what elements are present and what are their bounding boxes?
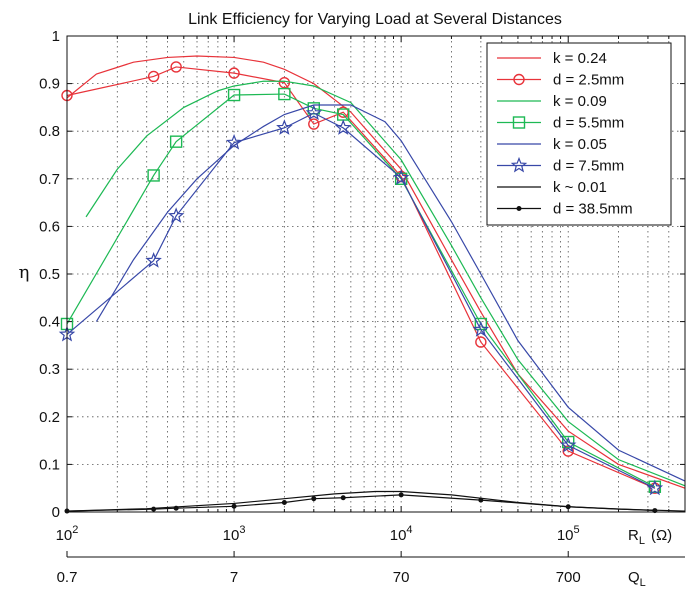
y-tick-label: 0.8 (39, 123, 60, 140)
data-point-circle (278, 76, 291, 89)
data-point-square (562, 435, 575, 449)
series-line (66, 55, 686, 489)
data-point-square (394, 172, 408, 186)
data-point-star (145, 252, 162, 268)
y-axis-label: η (19, 262, 30, 283)
legend-label: d = 38.5mm (553, 201, 633, 218)
y-tick-label: 0.5 (39, 266, 60, 283)
data-point-dot (398, 492, 404, 498)
y-tick-label: 0.3 (39, 361, 60, 378)
series-line (95, 104, 686, 482)
series-3 (85, 80, 686, 487)
legend-label: k = 0.05 (553, 136, 607, 153)
x-axis-label: RL (Ω) (628, 527, 672, 547)
x-axis-ticks: 102 103 104 105 (56, 36, 686, 544)
data-point-dot (340, 495, 346, 501)
y-tick-label: 0.7 (39, 171, 60, 188)
data-point-dot (173, 505, 179, 511)
data-point-square (278, 87, 291, 101)
data-point-star (646, 479, 664, 496)
data-point-star (167, 207, 185, 223)
legend-entry: k ~ 0.01 (497, 179, 607, 196)
chart-title: Link Efficiency for Varying Load at Seve… (188, 11, 562, 28)
x-tick-label: 102 (56, 524, 79, 544)
data-point-circle (228, 67, 240, 79)
series-8 (64, 492, 658, 514)
x-tick-label: 104 (390, 524, 413, 544)
data-point-star (334, 119, 352, 135)
data-point-circle (170, 61, 182, 73)
data-point-star (305, 104, 323, 121)
legend-label: d = 7.5mm (553, 158, 624, 175)
secondary-tick-label: 7 (230, 569, 238, 586)
legend-label: d = 5.5mm (553, 115, 624, 132)
legend-entry: k = 0.24 (497, 50, 607, 67)
legend-entry: d = 38.5mm (497, 201, 633, 218)
legend: k = 0.24 d = 2.5mm k = 0.09 d = 5.5mm k = 0.… (486, 42, 672, 226)
data-point-star (392, 169, 410, 185)
data-point-circle (308, 118, 320, 130)
secondary-tick-label: 700 (556, 569, 581, 586)
data-point-square (147, 169, 160, 182)
legend-entry: k = 0.09 (497, 93, 607, 110)
data-point-star (510, 156, 528, 173)
series-1 (66, 55, 686, 489)
y-tick-label: 0.4 (39, 314, 60, 331)
data-point-dot (311, 496, 317, 502)
legend-label: k ~ 0.01 (553, 179, 607, 196)
secondary-tick-label: 0.7 (57, 569, 78, 586)
data-point-star (472, 321, 490, 337)
data-point-star (225, 133, 243, 150)
x-axis-name: RL (Ω) (628, 527, 672, 547)
data-point-square (512, 116, 526, 129)
y-tick-label: 0.2 (39, 409, 60, 426)
data-point-circle (475, 336, 487, 348)
x-tick-label: 103 (223, 524, 246, 544)
legend-label: k = 0.09 (553, 93, 607, 110)
data-point-square (169, 135, 183, 148)
y-tick-label: 0.1 (39, 456, 60, 473)
secondary-tick-label: 70 (393, 569, 410, 586)
data-point-circle (513, 73, 525, 86)
series-line (66, 112, 656, 489)
y-tick-label: 0.6 (39, 218, 60, 235)
legend-box (486, 42, 672, 226)
data-point-dot (151, 506, 157, 512)
x-tick-label: 105 (557, 524, 580, 544)
y-tick-label: 0 (52, 504, 60, 521)
secondary-x-axis: 0.7 7 70 700 QL (57, 551, 685, 589)
y-tick-label: 1 (52, 28, 60, 45)
series-line (66, 93, 656, 488)
data-point-dot (281, 499, 287, 505)
data-point-dot (478, 497, 484, 503)
legend-entry: k = 0.05 (497, 136, 607, 153)
data-point-star (559, 436, 577, 453)
legend-entry: d = 7.5mm (497, 156, 624, 175)
data-point-dot (516, 206, 522, 211)
legend-label: d = 2.5mm (553, 72, 624, 89)
secondary-axis-label: QL (628, 569, 646, 589)
legend-entry: d = 2.5mm (497, 72, 624, 89)
data-point-square (307, 102, 320, 115)
series-line (85, 80, 686, 487)
series-line (66, 66, 656, 489)
data-point-circle (147, 70, 160, 83)
data-point-square (227, 88, 241, 102)
y-axis-ticks: 0 0.1 0.2 0.3 0.4 0.5 0.6 0.7 0.8 0.9 1 (39, 28, 685, 521)
data-point-star (276, 119, 293, 135)
series-5 (95, 104, 686, 482)
data-point-circle (562, 445, 574, 457)
legend-label: k = 0.24 (553, 50, 607, 67)
y-tick-label: 0.9 (39, 76, 60, 93)
legend-entry: d = 5.5mm (497, 115, 624, 132)
